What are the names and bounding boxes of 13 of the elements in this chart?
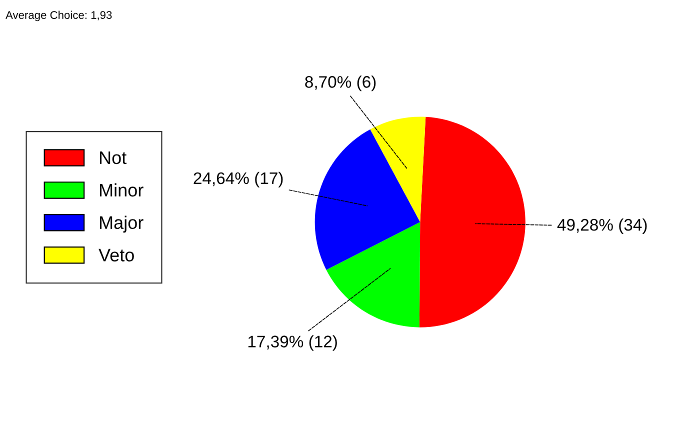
pie-slice: [370, 116, 426, 222]
pie-slice: [419, 116, 526, 328]
legend-label: Veto: [98, 248, 134, 262]
pie-slice: [314, 129, 420, 270]
text: Average Choice: 1,93: [6, 10, 112, 22]
data-label: 24,64% (17): [194, 172, 283, 188]
legend-label: Major: [100, 216, 144, 233]
data-label: 49,28% (34): [557, 218, 647, 234]
data-label: 17,39% (12): [248, 335, 337, 351]
legend-label: Minor: [100, 183, 144, 197]
data-label: 8,70% (6): [305, 76, 376, 92]
legend-label: Not: [100, 152, 126, 164]
pie-slice: [326, 222, 420, 328]
